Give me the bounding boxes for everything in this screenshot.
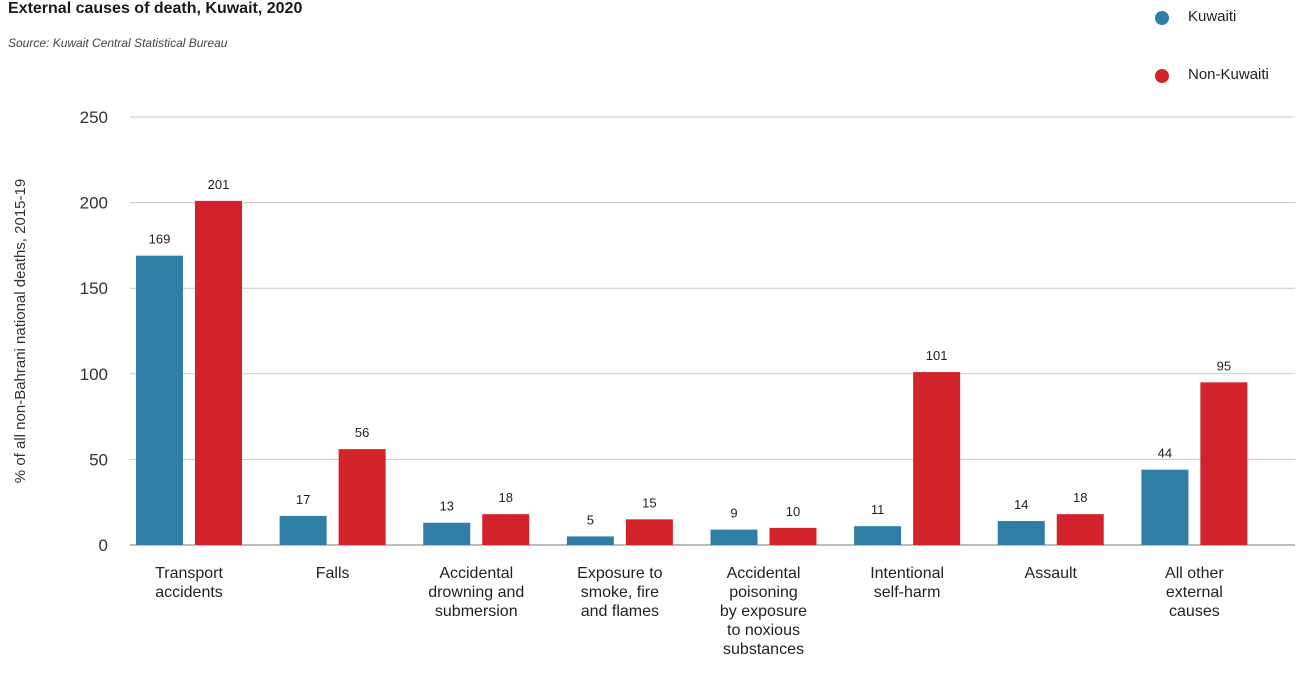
data-label: 10	[786, 504, 800, 519]
x-tick-label: Accidental poisoning by exposure to noxious…	[720, 565, 807, 658]
data-label: 56	[355, 425, 369, 440]
bar-non-kuwaiti	[625, 519, 673, 545]
legend-swatch-non-kuwaiti	[1155, 69, 1169, 83]
data-label: 17	[296, 492, 310, 507]
bar-non-kuwaiti	[769, 527, 817, 545]
legend-label-non-kuwaiti: Non-Kuwaiti	[1188, 66, 1269, 83]
y-tick-label: 250	[80, 108, 108, 127]
bar-kuwaiti	[279, 515, 327, 545]
x-tick-label: Exposure to smoke, fire and flames	[577, 565, 662, 620]
bar-kuwaiti	[997, 521, 1045, 545]
bars: 169 201 17 56 13 18 5 15 9 10 11 101 14 18 44 95	[136, 177, 1248, 545]
legend-swatch-kuwaiti	[1155, 11, 1169, 25]
chart-title: External causes of death, Kuwait, 2020	[8, 0, 303, 17]
bar-non-kuwaiti	[482, 514, 530, 545]
data-label: 14	[1014, 497, 1028, 512]
x-tick-label: Intentional self-harm	[870, 565, 944, 601]
data-label: 44	[1158, 446, 1172, 461]
x-axis-labels: Transport accidents Falls Accidental drownin…	[155, 565, 1224, 658]
bar-kuwaiti	[1141, 469, 1189, 545]
y-tick-label: 150	[80, 279, 108, 298]
x-tick-label: Falls	[316, 565, 350, 582]
bar-kuwaiti	[854, 526, 902, 545]
bar-non-kuwaiti	[1200, 382, 1248, 545]
data-label: 101	[926, 348, 948, 363]
legend-label-kuwaiti: Kuwaiti	[1188, 8, 1237, 25]
bar-kuwaiti	[423, 522, 471, 545]
x-tick-label: All other external causes	[1165, 565, 1224, 620]
data-label: 18	[499, 490, 513, 505]
data-label: 9	[730, 506, 737, 521]
y-tick-label: 200	[80, 194, 108, 213]
x-tick-label: Accidental drowning and submersion	[428, 565, 524, 620]
bar-kuwaiti	[710, 529, 758, 545]
data-label: 95	[1217, 358, 1231, 373]
data-label: 11	[871, 502, 885, 517]
data-label: 13	[440, 499, 454, 514]
data-label: 5	[587, 512, 594, 527]
data-label: 18	[1073, 490, 1087, 505]
y-axis-label: % of all non-Bahrani national deaths, 20…	[12, 179, 29, 483]
chart-subtitle: Source: Kuwait Central Statistical Burea…	[8, 36, 228, 50]
y-tick-label: 100	[80, 365, 108, 384]
data-label: 201	[208, 177, 230, 192]
x-tick-label: Transport accidents	[155, 565, 223, 601]
bar-non-kuwaiti	[195, 200, 242, 545]
bar-non-kuwaiti	[913, 372, 961, 545]
y-tick-label: 0	[99, 536, 108, 555]
data-label: 169	[149, 232, 171, 247]
bar-kuwaiti	[136, 255, 183, 545]
x-tick-label: Assault	[1025, 565, 1078, 582]
y-axis-ticks: 0 50 100 150 200 250	[80, 108, 108, 555]
bar-non-kuwaiti	[338, 449, 386, 545]
gridlines	[130, 116, 1295, 546]
data-label: 15	[642, 495, 656, 510]
bar-kuwaiti	[566, 536, 614, 545]
y-tick-label: 50	[89, 450, 108, 469]
bar-non-kuwaiti	[1056, 514, 1104, 545]
